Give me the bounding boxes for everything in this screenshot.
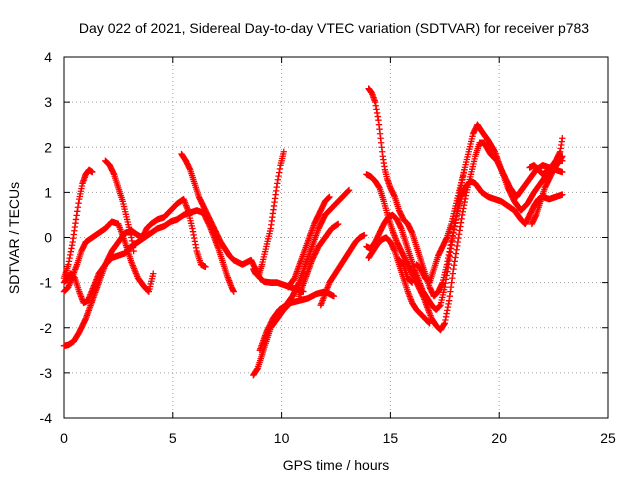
data-point	[75, 200, 82, 207]
series-track-7	[250, 148, 287, 280]
series-track-10	[284, 193, 333, 291]
x-axis-label: GPS time / hours	[283, 457, 390, 473]
data-point	[371, 98, 379, 106]
data-point	[372, 102, 380, 109]
plot-area-frame	[63, 56, 609, 419]
x-tick-label: 5	[169, 430, 177, 446]
data-point	[280, 148, 287, 155]
series-track-6	[178, 150, 307, 295]
chart-title: Day 022 of 2021, Sidereal Day-to-day VTE…	[79, 20, 589, 36]
x-tick-labels: 0 5 10 15 20 25	[60, 430, 616, 446]
data-point	[276, 169, 283, 176]
data-point	[202, 263, 209, 271]
series-track-3	[60, 207, 237, 307]
x-tick-label: 25	[600, 430, 616, 446]
data-point	[461, 166, 468, 174]
data-point	[426, 320, 433, 327]
data-point	[150, 270, 157, 277]
data-point	[559, 135, 566, 142]
data-point	[559, 191, 566, 198]
y-tick-label: 3	[44, 94, 52, 110]
data-point	[73, 212, 80, 219]
data-point	[276, 165, 284, 173]
x-tick-label: 0	[60, 430, 68, 446]
data-point	[559, 157, 566, 164]
series-track-12	[317, 232, 368, 309]
data-point	[274, 180, 281, 187]
data-point	[130, 247, 137, 255]
data-point	[345, 186, 353, 194]
data-series	[60, 85, 566, 379]
data-point	[72, 216, 80, 223]
data-point	[275, 172, 282, 180]
series-track-11	[295, 220, 342, 300]
data-point	[74, 204, 82, 211]
data-point	[89, 168, 96, 176]
data-point	[326, 193, 333, 201]
data-point	[559, 168, 566, 176]
x-tick-label: 15	[383, 430, 399, 446]
data-point	[408, 279, 416, 286]
y-tick-label: 0	[44, 230, 52, 246]
series-track-5	[102, 157, 137, 255]
y-tick-label: 1	[44, 184, 52, 200]
data-point	[361, 232, 368, 239]
series-track-4	[60, 166, 96, 282]
data-point	[373, 106, 380, 113]
series-track-9	[256, 186, 353, 354]
x-tick-label: 10	[274, 430, 290, 446]
series-track-17	[413, 166, 468, 286]
grid-lines	[64, 57, 608, 418]
data-point	[374, 113, 381, 120]
data-point	[274, 176, 282, 183]
y-axis-label: SDTVAR / TECUs	[6, 182, 22, 294]
y-tick-label: 4	[44, 49, 52, 65]
y-tick-labels: -4 -3 -2 -1 0 1 2 3 4	[40, 49, 53, 426]
data-point	[373, 109, 381, 117]
data-point	[230, 288, 237, 295]
y-tick-label: -1	[40, 275, 53, 291]
data-point	[330, 292, 338, 300]
y-tick-label: 2	[44, 139, 52, 155]
series-track-19	[528, 153, 566, 228]
y-tick-label: -2	[40, 320, 53, 336]
series-track-20	[526, 157, 566, 178]
data-point	[334, 220, 342, 228]
series-track-18	[395, 256, 416, 286]
y-tick-label: -4	[40, 410, 53, 426]
data-point	[74, 208, 81, 215]
x-tick-label: 20	[491, 430, 507, 446]
y-tick-label: -3	[40, 365, 53, 381]
series-track-16	[365, 234, 433, 327]
